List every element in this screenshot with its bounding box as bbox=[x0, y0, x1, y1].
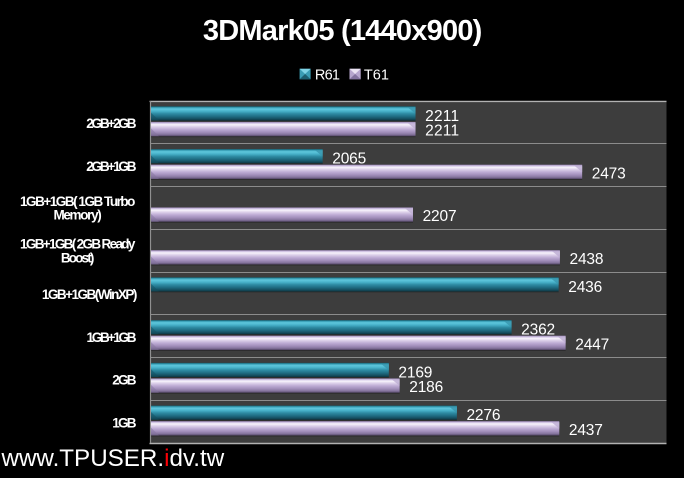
svg-text:2GB: 2GB bbox=[112, 373, 136, 388]
svg-text:www.TPUSER.idv.tw: www.TPUSER.idv.tw bbox=[1, 445, 225, 472]
svg-text:2186: 2186 bbox=[409, 379, 443, 396]
svg-text:2276: 2276 bbox=[466, 407, 500, 424]
svg-text:Memory): Memory) bbox=[53, 208, 101, 223]
svg-text:R61: R61 bbox=[315, 68, 340, 84]
svg-text:2437: 2437 bbox=[569, 422, 603, 439]
svg-text:1GB+1GB( 2GB Ready: 1GB+1GB( 2GB Ready bbox=[20, 237, 136, 252]
svg-text:2438: 2438 bbox=[570, 251, 604, 268]
svg-text:2436: 2436 bbox=[568, 279, 602, 296]
svg-text:2211: 2211 bbox=[425, 108, 459, 125]
svg-text:2447: 2447 bbox=[575, 336, 609, 353]
svg-text:2GB+2GB: 2GB+2GB bbox=[86, 116, 137, 131]
svg-text:2065: 2065 bbox=[332, 151, 366, 168]
svg-text:2169: 2169 bbox=[398, 364, 432, 381]
svg-text:2GB+1GB: 2GB+1GB bbox=[86, 159, 137, 174]
svg-text:2362: 2362 bbox=[521, 322, 555, 339]
svg-text:1GB: 1GB bbox=[112, 415, 136, 430]
svg-text:2211: 2211 bbox=[425, 123, 459, 140]
svg-text:1GB+1GB( 1GB Turbo: 1GB+1GB( 1GB Turbo bbox=[20, 194, 135, 209]
svg-text:T61: T61 bbox=[364, 68, 389, 84]
svg-text:2207: 2207 bbox=[423, 208, 457, 225]
svg-text:1GB+1GB: 1GB+1GB bbox=[87, 330, 137, 345]
svg-text:2473: 2473 bbox=[592, 165, 626, 182]
svg-text:Boost): Boost) bbox=[61, 250, 95, 265]
svg-text:3DMark05 (1440x900): 3DMark05 (1440x900) bbox=[203, 15, 482, 47]
svg-text:1GB+1GB(WinXP): 1GB+1GB(WinXP) bbox=[42, 287, 138, 302]
